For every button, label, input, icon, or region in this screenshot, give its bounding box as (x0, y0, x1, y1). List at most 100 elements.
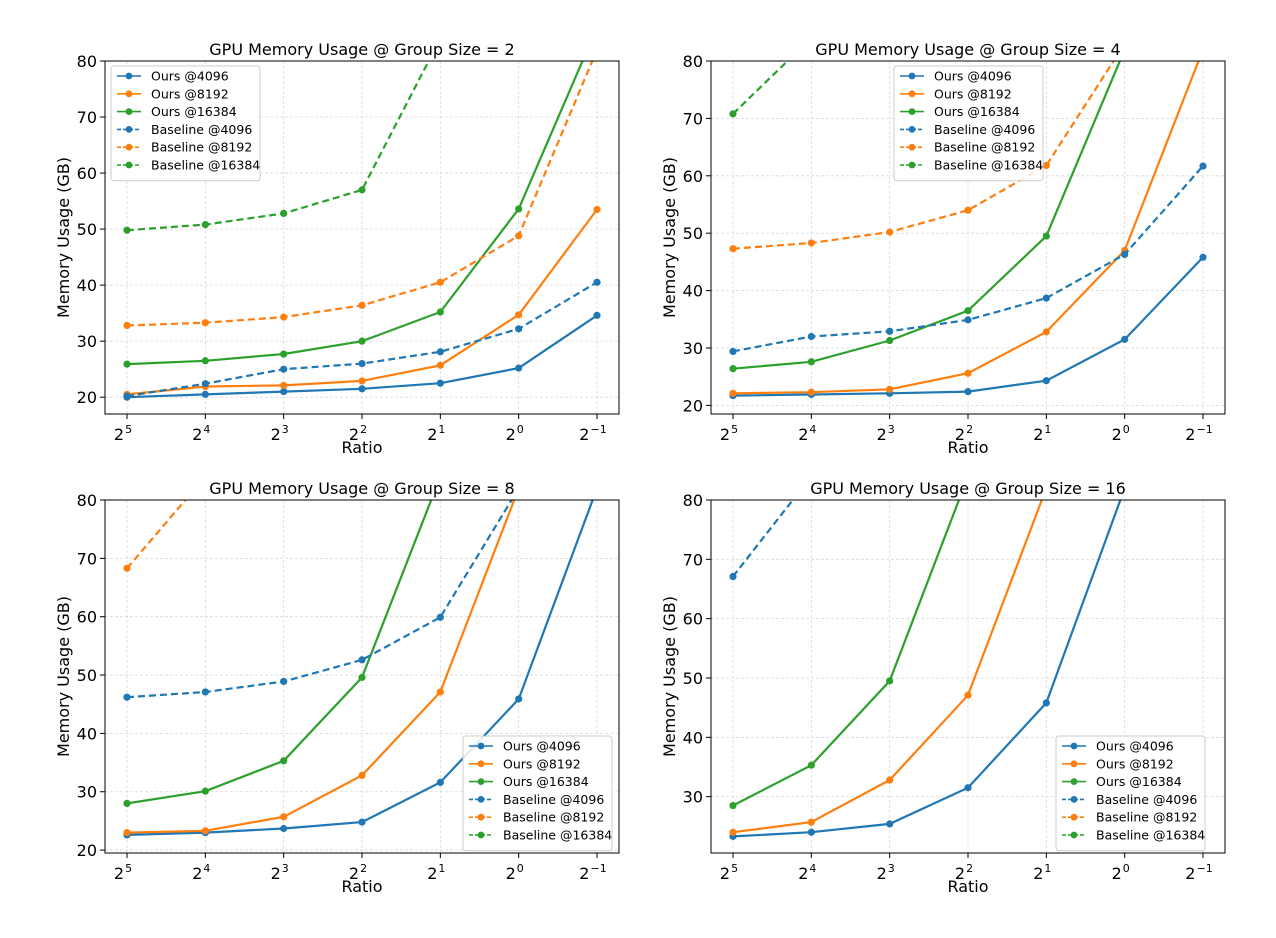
legend-marker (908, 90, 916, 98)
chart-title: GPU Memory Usage @ Group Size = 2 (209, 40, 514, 59)
series-ours-8192 (729, 500, 1043, 836)
legend-marker (1070, 796, 1078, 803)
data-point (964, 316, 972, 324)
data-point (1042, 328, 1050, 336)
data-point (886, 385, 894, 393)
data-point (964, 206, 972, 214)
y-tick-label: 30 (683, 339, 703, 358)
data-point (358, 818, 366, 826)
data-point (436, 278, 444, 286)
data-point (201, 380, 209, 388)
data-point (729, 801, 737, 810)
data-point (1121, 335, 1129, 343)
x-tick-label: 24 (192, 862, 210, 883)
data-point (593, 278, 601, 286)
data-point (436, 308, 444, 316)
legend-label: Ours @16384 (503, 774, 589, 789)
legend: Ours @4096 Ours @8192 Ours @16384 Baseline … (893, 65, 1044, 182)
data-point (280, 677, 288, 686)
x-axis-label: Ratio (341, 877, 382, 896)
series-ours-8192 (123, 500, 516, 837)
legend-label: Ours @8192 (151, 86, 229, 101)
data-point (123, 693, 131, 701)
y-tick-label: 60 (683, 610, 703, 629)
data-point (358, 656, 366, 664)
data-point (593, 205, 601, 214)
legend-label: Baseline @8192 (503, 810, 604, 825)
legend: Ours @4096 Ours @8192 Ours @16384 Baseline … (110, 65, 261, 182)
legend-marker (477, 831, 485, 839)
data-point (729, 347, 737, 356)
legend-label: Baseline @4096 (503, 792, 604, 807)
legend-label: Baseline @4096 (1096, 792, 1197, 807)
legend-label: Baseline @4096 (151, 122, 252, 137)
legend-label: Baseline @8192 (1096, 810, 1197, 825)
data-point (807, 761, 815, 769)
data-point (729, 572, 737, 581)
x-axis-label: Ratio (341, 438, 382, 457)
data-point (729, 828, 737, 836)
legend-marker (908, 108, 916, 115)
plot-area (123, 485, 600, 839)
x-tick-label: 25 (114, 862, 132, 883)
series-ours-16384 (729, 61, 1122, 373)
data-point (1199, 162, 1207, 170)
data-point (964, 388, 972, 396)
legend-marker (125, 125, 133, 133)
data-point (729, 365, 737, 373)
data-point (358, 186, 366, 194)
data-point (1042, 377, 1050, 385)
y-tick-label: 80 (683, 52, 703, 71)
data-point (1199, 46, 1206, 53)
data-point (280, 209, 288, 218)
y-tick-label: 50 (77, 220, 97, 239)
x-tick-label: 2−1 (1185, 862, 1212, 883)
data-point (123, 828, 131, 837)
x-tick-label: 23 (877, 423, 895, 444)
data-point (201, 688, 209, 696)
x-tick-label: 20 (506, 423, 524, 444)
y-axis-label: Memory Usage (GB) (54, 157, 73, 318)
data-point (123, 360, 131, 368)
legend-label: Baseline @16384 (934, 158, 1043, 173)
legend-marker (477, 796, 485, 803)
data-point (807, 388, 815, 396)
y-tick-label: 40 (77, 276, 97, 295)
series-ours-16384 (123, 500, 433, 808)
data-point (886, 776, 894, 784)
legend-marker (477, 742, 485, 750)
data-point (593, 485, 600, 492)
data-point (358, 673, 366, 681)
data-point (358, 385, 366, 393)
series-baseline-4096 (729, 500, 795, 581)
data-point (807, 239, 815, 247)
data-point (280, 387, 288, 396)
data-point (807, 828, 815, 836)
x-axis-label: Ratio (947, 877, 988, 896)
series-line (126, 500, 516, 834)
legend-label: Baseline @8192 (151, 140, 252, 155)
legend-marker (908, 72, 916, 80)
data-point (886, 677, 894, 685)
x-tick-label: 23 (271, 862, 289, 883)
data-point (358, 301, 366, 309)
data-point (123, 226, 131, 234)
data-point (201, 221, 209, 229)
y-tick-label: 50 (683, 224, 703, 243)
series-baseline-8192 (729, 61, 1115, 253)
legend-marker (125, 108, 133, 115)
data-point (1042, 294, 1050, 302)
y-tick-label: 30 (77, 332, 97, 351)
data-point (280, 313, 288, 321)
legend-marker (477, 760, 485, 768)
y-tick-label: 30 (683, 788, 703, 807)
y-tick-label: 20 (683, 396, 703, 415)
x-tick-label: 20 (1112, 862, 1130, 883)
x-tick-label: 21 (427, 423, 445, 444)
y-tick-label: 40 (683, 728, 703, 747)
legend-label: Baseline @16384 (1096, 828, 1205, 843)
plot-area (729, 46, 1207, 400)
